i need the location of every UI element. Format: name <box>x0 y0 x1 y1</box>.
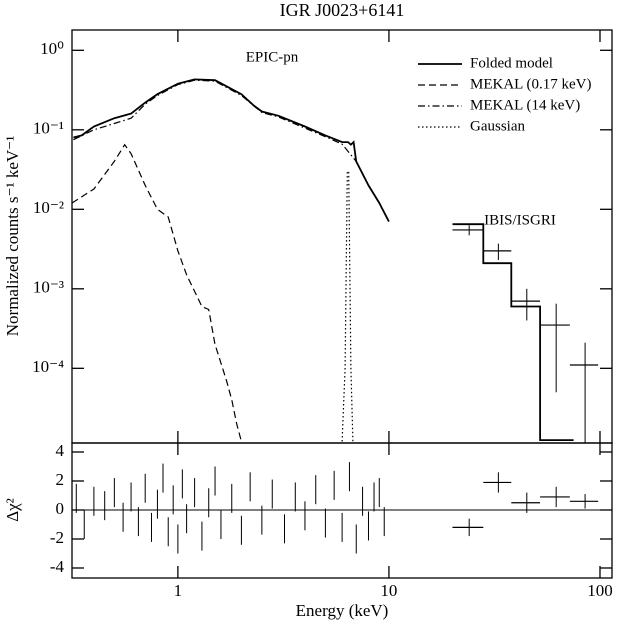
x-tick-label: 10 <box>380 581 397 600</box>
y-tick-label: 10⁻⁴ <box>32 357 64 376</box>
x-axis-label: Energy (keV) <box>296 601 389 620</box>
y-tick-label: 10⁻² <box>33 198 64 217</box>
legend-label: MEKAL (14 keV) <box>470 97 580 113</box>
annotation: IBIS/ISGRI <box>484 212 556 228</box>
series-line <box>341 170 354 442</box>
legend-label: Gaussian <box>470 118 525 134</box>
y-tick-label: 10⁻¹ <box>33 119 64 138</box>
y-tick-label: 10⁻³ <box>33 278 64 297</box>
series-line <box>452 223 574 441</box>
series-line <box>71 143 242 442</box>
y-axis-label: Normalized counts s⁻¹ keV⁻¹ <box>3 136 22 336</box>
y-tick-label: 10⁰ <box>40 39 64 58</box>
y-tick-label: -4 <box>50 557 65 576</box>
y-tick-label: -2 <box>50 528 64 547</box>
series-line <box>73 79 390 222</box>
x-tick-label: 100 <box>587 581 613 600</box>
y-tick-label: 2 <box>56 470 65 489</box>
y-tick-label: 4 <box>56 441 65 460</box>
y-tick-label: 0 <box>56 499 65 518</box>
legend-label: Folded model <box>470 55 553 71</box>
x-tick-label: 1 <box>174 581 183 600</box>
annotation: EPIC-pn <box>246 49 299 65</box>
legend-label: MEKAL (0.17 keV) <box>470 76 592 92</box>
chart-title: IGR J0023+6141 <box>280 0 405 20</box>
y-axis-label: Δχ² <box>3 498 22 522</box>
